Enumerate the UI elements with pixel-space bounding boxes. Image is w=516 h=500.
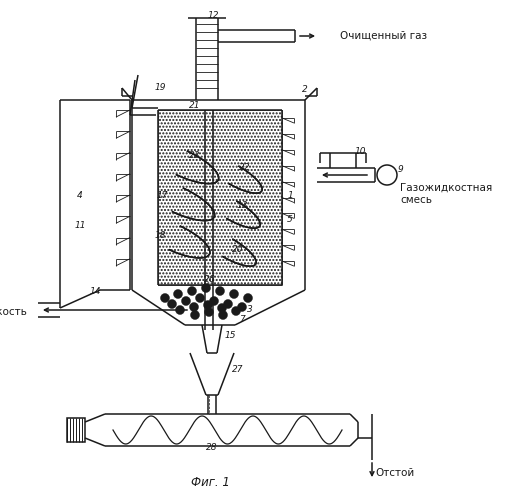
Circle shape [232, 306, 240, 316]
Text: 20: 20 [232, 246, 244, 254]
Circle shape [196, 294, 204, 302]
Text: 21: 21 [189, 102, 201, 110]
Text: Отстой: Отстой [375, 468, 414, 478]
Circle shape [202, 284, 211, 292]
Circle shape [173, 290, 183, 298]
Circle shape [204, 308, 214, 316]
Text: Газожидкостная: Газожидкостная [400, 183, 492, 193]
Text: 23: 23 [189, 150, 201, 160]
Text: 2: 2 [302, 86, 308, 94]
Circle shape [190, 310, 200, 320]
Text: 4: 4 [77, 190, 83, 200]
Text: 22: 22 [239, 164, 251, 172]
Text: 27: 27 [232, 366, 244, 374]
Text: 12: 12 [207, 10, 219, 20]
Text: Очищенный газ: Очищенный газ [340, 31, 427, 41]
Text: 14: 14 [89, 288, 101, 296]
Circle shape [187, 286, 197, 296]
Circle shape [218, 304, 227, 312]
Circle shape [244, 294, 252, 302]
Text: 5: 5 [287, 216, 293, 224]
Circle shape [160, 294, 169, 302]
Text: 1: 1 [287, 190, 293, 200]
Circle shape [189, 302, 199, 312]
Circle shape [218, 310, 228, 320]
Text: 9: 9 [397, 166, 403, 174]
Text: 26: 26 [204, 276, 216, 284]
Circle shape [223, 300, 233, 308]
Bar [158, 110, 282, 285]
Text: 10: 10 [354, 148, 366, 156]
Circle shape [175, 306, 185, 314]
Bar [67, 418, 85, 442]
Text: 7: 7 [239, 316, 245, 324]
Text: 18: 18 [154, 230, 166, 239]
Circle shape [230, 290, 238, 298]
Text: Жидкость: Жидкость [0, 307, 28, 317]
Text: Фиг. 1: Фиг. 1 [190, 476, 230, 488]
Circle shape [216, 286, 224, 296]
Text: 28: 28 [206, 444, 218, 452]
Text: 19: 19 [154, 84, 166, 92]
Text: смесь: смесь [400, 195, 432, 205]
Text: 17: 17 [156, 190, 168, 200]
Text: 11: 11 [74, 220, 86, 230]
Text: 3: 3 [247, 306, 253, 314]
Circle shape [203, 300, 213, 310]
Text: 15: 15 [224, 330, 236, 340]
Text: 13: 13 [236, 200, 248, 209]
Circle shape [209, 296, 218, 306]
Circle shape [377, 165, 397, 185]
Circle shape [168, 300, 176, 308]
Circle shape [182, 296, 190, 306]
Circle shape [237, 302, 247, 312]
